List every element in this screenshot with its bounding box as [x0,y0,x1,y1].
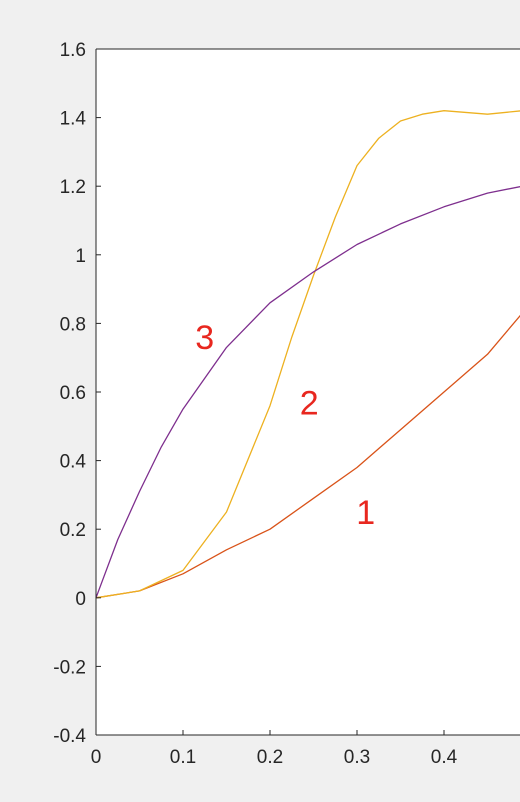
y-tick-label: 1.4 [60,109,87,130]
x-tick-label: 0.3 [344,747,370,768]
series-line-2 [95,110,520,599]
y-tick-label: 1.2 [60,177,86,198]
y-tick-label: 0 [75,589,86,610]
y-ticks: -0.4 -0.2 0 0.2 0.4 0.6 0.8 1 1.2 1.4 1.6 [53,40,101,747]
series-layer [95,110,520,599]
y-tick-label: -0.4 [53,726,86,747]
annotation-label-3: 3 [195,319,214,357]
series-line-3 [95,185,520,599]
y-tick-label: -0.2 [53,657,86,678]
y-tick-label: 1 [75,246,86,267]
series-line-1 [95,314,520,599]
x-tick-label: 0 [91,747,102,768]
plot-area [96,49,520,735]
y-tick-label: 0.6 [60,383,86,404]
x-tick-label: 0.2 [257,747,283,768]
y-tick-label: 0.8 [60,314,86,335]
annotation-label-2: 2 [300,384,319,422]
y-tick-label: 0.4 [60,452,87,473]
y-tick-label: 0.2 [60,520,86,541]
x-ticks: 00.10.20.30.40 [91,730,458,768]
annotation-label-1: 1 [356,494,375,532]
x-tick-label: 0.1 [170,747,196,768]
annotations: 1 2 3 [195,319,375,532]
y-tick-label: 1.6 [60,40,86,61]
x-tick-label: 0.4 [431,747,458,768]
